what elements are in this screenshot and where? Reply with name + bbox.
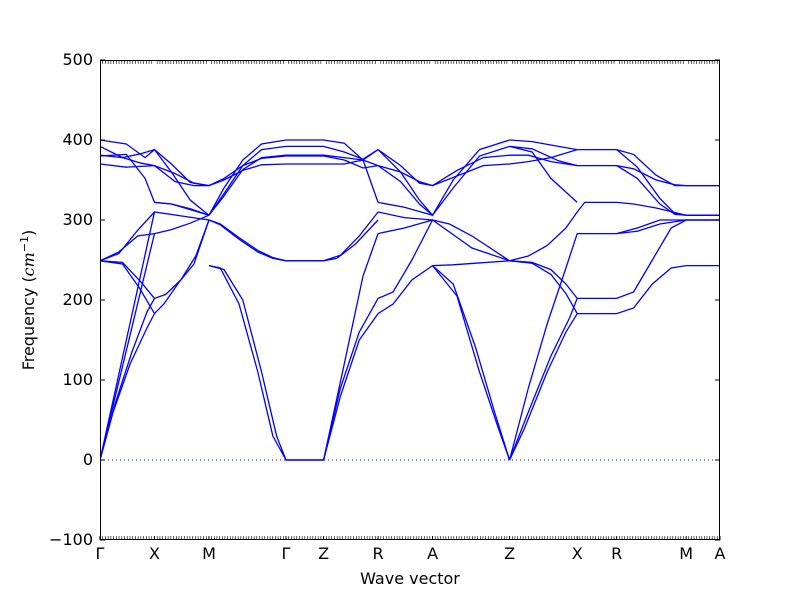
band-line-31 [377, 149, 510, 187]
plot-content [100, 139, 720, 461]
band-line-5 [100, 211, 155, 262]
x-tick-label: X [149, 544, 160, 563]
x-tick-label: M [202, 544, 216, 563]
y-tick-label: −100 [49, 530, 93, 549]
band-line-49 [616, 219, 720, 235]
band-line-7 [100, 260, 155, 299]
x-tick-label: A [715, 544, 726, 563]
band-line-35 [432, 265, 511, 461]
y-tick-label: 300 [62, 210, 93, 229]
x-tick-label: A [427, 544, 438, 563]
band-line-19 [286, 233, 379, 461]
band-line-38 [508, 219, 720, 461]
band-line-43 [509, 154, 720, 187]
plot-frame [100, 60, 720, 540]
band-line-15 [208, 219, 379, 262]
band-line-42 [509, 148, 720, 187]
band-line-2 [100, 219, 210, 461]
band-line-27 [377, 219, 433, 235]
band-line-21 [208, 149, 379, 187]
band-line-39 [509, 201, 720, 262]
band-line-24 [208, 139, 379, 216]
band-line-36 [508, 264, 720, 461]
y-tick-label: 0 [83, 450, 93, 469]
y-tick-label: 200 [62, 290, 93, 309]
band-line-14 [100, 153, 210, 216]
x-tick-label: Z [318, 544, 329, 563]
band-line-12 [100, 145, 209, 187]
band-line-46 [509, 145, 578, 203]
x-tick-label: X [572, 544, 583, 563]
x-tick-label: Γ [96, 544, 105, 563]
band-line-17 [208, 264, 379, 461]
band-line-29 [377, 201, 433, 216]
x-axis-label: Wave vector [360, 569, 460, 588]
band-line-23 [208, 145, 379, 216]
band-line-33 [377, 139, 510, 217]
band-line-37 [508, 219, 720, 461]
band-line-45 [509, 139, 578, 151]
y-tick-label: 500 [62, 50, 93, 69]
y-tick-label: 400 [62, 130, 93, 149]
band-line-34 [432, 265, 511, 461]
x-tick-label: M [679, 544, 693, 563]
band-line-6 [100, 260, 156, 314]
band-line-13 [100, 139, 210, 187]
band-line-48 [616, 149, 720, 216]
x-tick-label: R [372, 544, 383, 563]
y-axis-label: Frequency (cm−1) [18, 230, 38, 371]
y-axis: −100 0 100 200 300 400 500 [49, 50, 720, 549]
y-tick-label: 100 [62, 370, 93, 389]
band-line-18 [208, 264, 379, 461]
x-tick-label: Γ [282, 544, 291, 563]
band-line-4 [100, 211, 210, 461]
x-tick-label: R [611, 544, 622, 563]
band-line-28 [377, 211, 510, 262]
band-line-22 [208, 154, 379, 216]
x-tick-label: Z [504, 544, 515, 563]
band-line-41 [509, 260, 578, 314]
band-line-25 [377, 260, 510, 315]
band-line-8 [100, 214, 210, 262]
band-line-20 [208, 155, 379, 187]
band-line-1 [100, 219, 210, 461]
band-line-3 [100, 233, 156, 461]
band-line-16 [208, 211, 379, 262]
band-line-44 [509, 145, 578, 167]
band-line-26 [377, 219, 510, 299]
